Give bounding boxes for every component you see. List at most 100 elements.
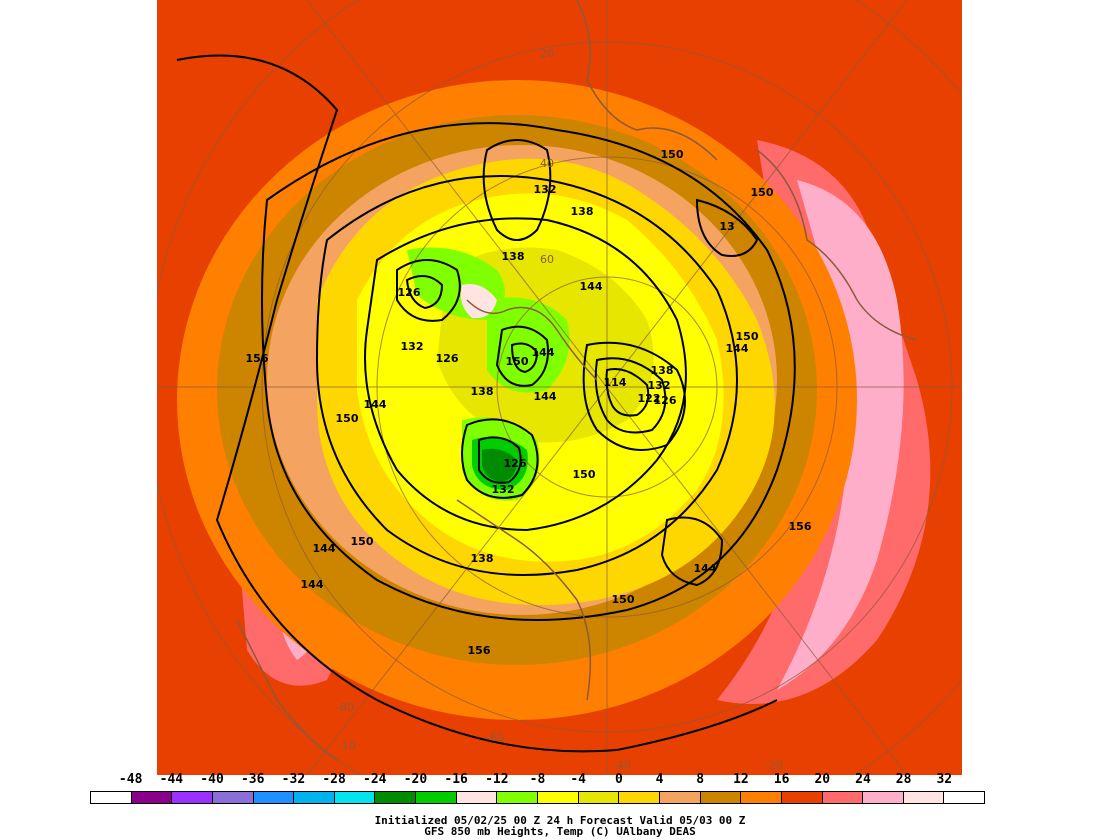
contour-east-low-2 xyxy=(594,357,667,434)
contour-156-outer xyxy=(176,54,778,753)
grid-label: 60 xyxy=(540,253,554,266)
grid-label: -10 xyxy=(338,739,356,752)
contour-label: 114 xyxy=(604,376,627,389)
colorbar-label: -28 xyxy=(322,772,346,787)
colorbar-label: 32 xyxy=(936,772,953,787)
colorbar-label: 28 xyxy=(895,772,912,787)
colorbar-swatch xyxy=(334,792,376,803)
contour-label: 126 xyxy=(398,286,421,299)
contour-label: 138 xyxy=(471,385,494,398)
colorbar-label: -20 xyxy=(403,772,428,787)
contour-label: 144 xyxy=(534,390,557,403)
contour-east-low-3 xyxy=(605,368,650,417)
height-contours xyxy=(176,54,796,753)
colorbar xyxy=(90,791,985,804)
grid-label: -40 xyxy=(613,759,631,772)
contour-144-ring xyxy=(315,175,738,576)
colorbar-label: -24 xyxy=(363,772,387,787)
light-pink-region-east xyxy=(777,180,904,690)
grid-labels: 20 40 60 -20 -40 -60 -80 -10 xyxy=(336,47,783,772)
contour-center-low xyxy=(495,325,549,387)
colorbar-label: 20 xyxy=(814,772,831,787)
colorbar-label: 24 xyxy=(855,772,871,787)
contour-label: 122 xyxy=(638,392,661,405)
contour-150-ring xyxy=(261,122,796,621)
contour-label: 138 xyxy=(502,250,525,263)
colorbar-swatch xyxy=(863,792,904,803)
colorbar-swatch xyxy=(822,792,864,803)
contour-label: 132 xyxy=(534,183,557,196)
contour-label: 132 xyxy=(492,483,515,496)
contour-label: 150 xyxy=(751,186,774,199)
coastline-north xyxy=(576,0,718,161)
contour-label: 144 xyxy=(694,562,717,575)
contour-label: 132 xyxy=(401,340,424,353)
contour-label: 126 xyxy=(436,352,459,365)
contour-center-low-inner xyxy=(510,342,539,374)
colorbar-swatch xyxy=(619,792,660,803)
grid-label: -80 xyxy=(336,701,354,714)
contour-label: 150 xyxy=(506,355,529,368)
dark-green-region-south xyxy=(482,448,517,482)
contour-label: 156 xyxy=(468,644,491,657)
colorbar-label: -4 xyxy=(570,772,586,787)
colorbar-label: 12 xyxy=(733,772,749,787)
colorbar-swatch xyxy=(416,792,457,803)
coastline-south xyxy=(456,499,592,701)
colorbar-label: -16 xyxy=(444,772,468,787)
contour-east-low-1 xyxy=(582,341,686,451)
caption: Initialized 05/02/25 00 Z 24 h Forecast … xyxy=(0,815,1120,837)
colorbar-swatch xyxy=(538,792,579,803)
contour-label: 144 xyxy=(532,346,555,359)
colorbar-label: 8 xyxy=(696,772,705,787)
coastline-center xyxy=(466,299,598,381)
colorbar-swatch xyxy=(781,792,823,803)
grid-label: -20 xyxy=(765,759,783,772)
contour-label: 126 xyxy=(504,457,527,470)
coastlines xyxy=(236,0,918,761)
contour-southeast-low xyxy=(660,516,724,587)
colorbar-label: 16 xyxy=(773,772,790,787)
contour-south-low-2 xyxy=(478,436,522,484)
contour-label: 144 xyxy=(726,342,749,355)
contour-label: 144 xyxy=(364,398,387,411)
colorbar-swatch xyxy=(659,792,701,803)
colorbar-label: 4 xyxy=(655,772,664,787)
weather-map: 150 150 132 138 138 144 126 13 150 144 156 132 126 15… xyxy=(157,0,962,775)
contour-label: 150 xyxy=(661,148,684,161)
colorbar-labels: -48 -44 -40 -36 -32 -28 -24 -20 -16 -12 -8 -4 0 4 8 12 1… xyxy=(90,772,986,788)
colorbar-swatch xyxy=(944,792,985,803)
colorbar-swatch xyxy=(131,792,173,803)
colorbar-swatch xyxy=(253,792,295,803)
contour-label: 126 xyxy=(654,394,677,407)
contour-label: 138 xyxy=(651,364,674,377)
colorbar-label: -12 xyxy=(485,772,509,787)
contour-label: 144 xyxy=(580,280,603,293)
colorbar-label: 0 xyxy=(614,772,623,787)
contour-label: 144 xyxy=(313,542,336,555)
contour-label: 138 xyxy=(471,552,494,565)
colorbar-swatch xyxy=(91,792,132,803)
colorbar-label: -44 xyxy=(159,772,184,787)
colorbar-label: -32 xyxy=(281,772,306,787)
colorbar-label: -8 xyxy=(529,772,546,787)
contour-label: 156 xyxy=(246,352,269,365)
contour-label: 138 xyxy=(571,205,594,218)
contour-138-ring xyxy=(364,217,687,532)
colorbar-swatch xyxy=(741,792,782,803)
colorbar-swatch xyxy=(172,792,213,803)
grid-label: 20 xyxy=(540,47,554,60)
colorbar-swatch xyxy=(294,792,335,803)
caption-line-2: GFS 850 mb Heights, Temp (C) UAlbany DEA… xyxy=(424,825,696,838)
contour-label: 13 xyxy=(719,220,734,233)
contour-south-low-1 xyxy=(461,418,539,499)
colorbar-swatch xyxy=(212,792,254,803)
contour-label: 132 xyxy=(648,379,671,392)
grid-label: 40 xyxy=(540,157,554,170)
contour-132-west xyxy=(396,259,461,322)
grid-label: -60 xyxy=(486,731,504,744)
colorbar-swatch xyxy=(456,792,498,803)
colorbar-label: -40 xyxy=(200,772,224,787)
